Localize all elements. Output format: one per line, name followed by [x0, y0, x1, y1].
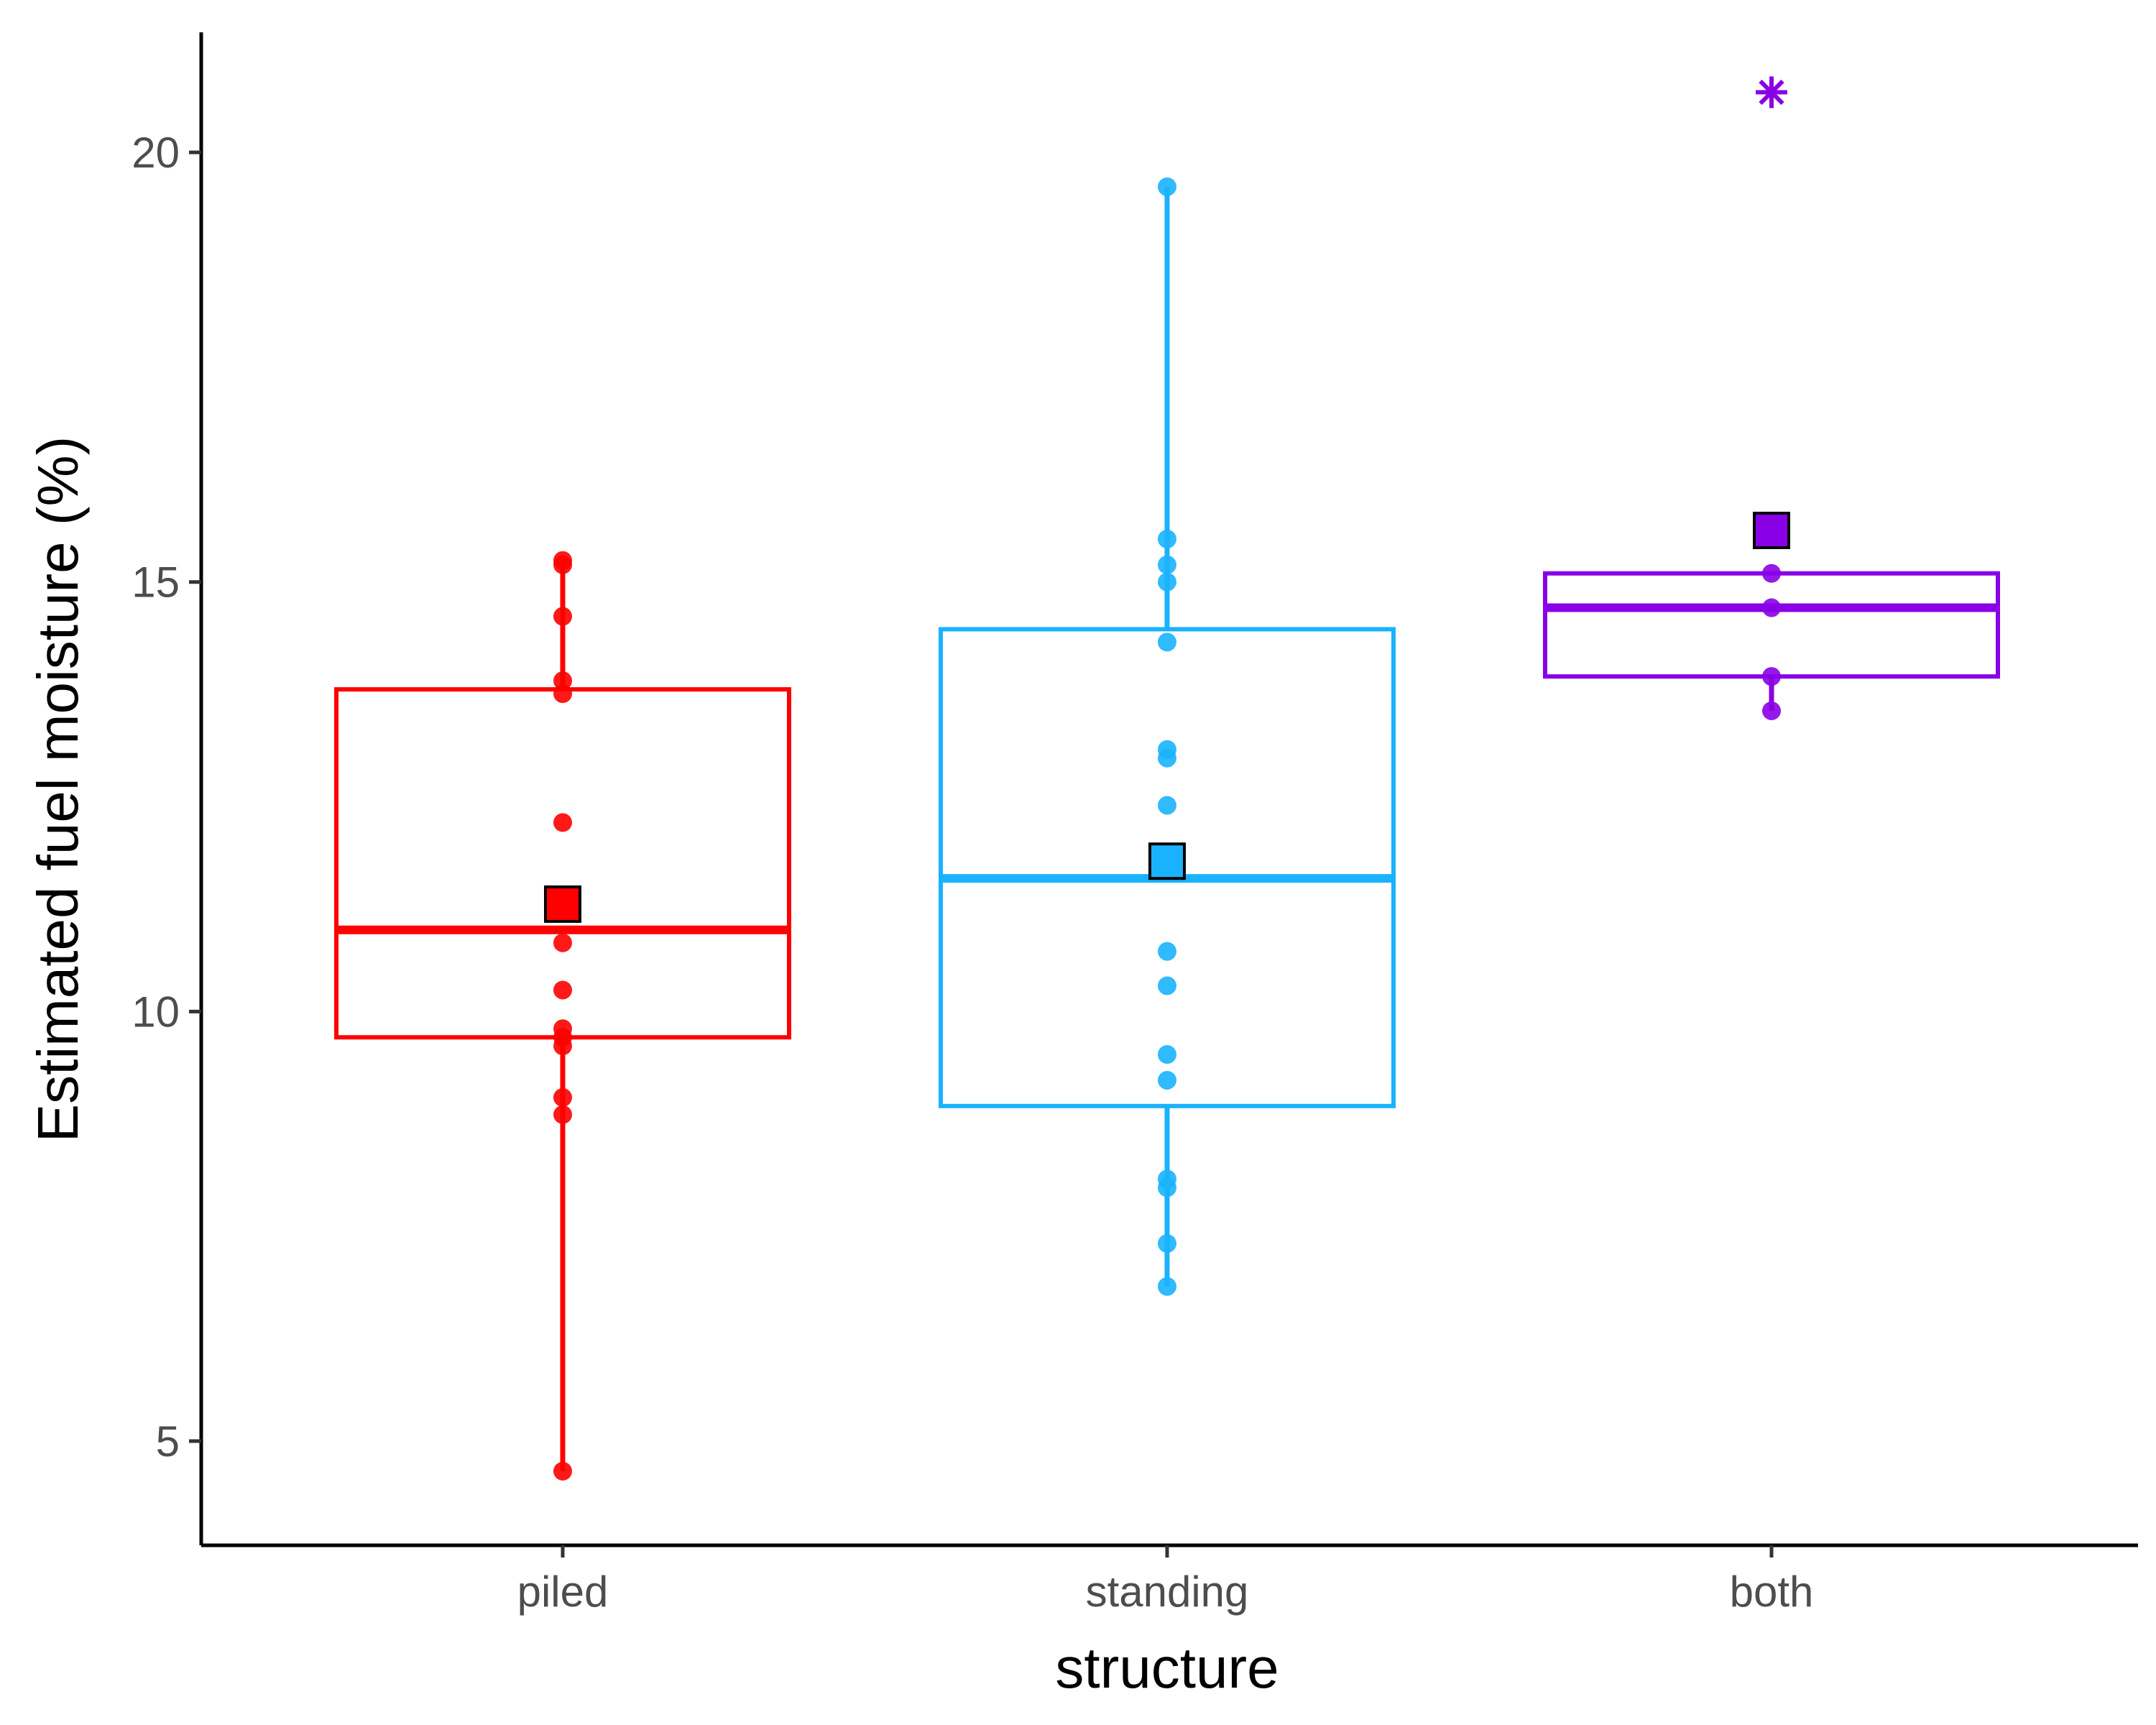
data-point — [1158, 555, 1176, 574]
y-tick-label: 5 — [156, 1417, 180, 1466]
axes — [199, 32, 2138, 1547]
data-point — [1762, 564, 1781, 583]
data-point — [553, 671, 572, 691]
x-tick-label: standing — [1086, 1568, 1249, 1616]
data-point — [1158, 740, 1176, 759]
data-point — [553, 1087, 572, 1107]
data-point — [1158, 177, 1176, 196]
x-tick-label: piled — [517, 1568, 609, 1616]
data-point — [1158, 529, 1176, 548]
data-point — [553, 813, 572, 832]
data-point — [1762, 598, 1781, 617]
data-point — [1158, 1169, 1176, 1189]
data-point — [1158, 796, 1176, 815]
data-point — [1158, 572, 1176, 592]
y-axis-title: Estimated fuel moisture (%) — [26, 436, 90, 1143]
data-point — [553, 684, 572, 704]
y-tick-label: 15 — [132, 558, 180, 607]
data-point — [1762, 667, 1781, 686]
data-point — [553, 1019, 572, 1039]
box-group-standing — [939, 177, 1396, 1296]
mean-marker — [1148, 842, 1186, 880]
y-tick-label: 10 — [132, 988, 180, 1036]
outlier-point — [1756, 76, 1787, 109]
data-point — [553, 980, 572, 1000]
ticks: 5 10 15 20 piled standing both — [132, 129, 1813, 1616]
x-tick-label: both — [1730, 1568, 1814, 1616]
data-point — [1158, 1276, 1176, 1296]
data-point — [553, 1105, 572, 1124]
mean-marker — [544, 885, 581, 923]
box-group-both — [1543, 76, 2000, 720]
data-point — [1158, 632, 1176, 652]
y-tick-label: 20 — [132, 129, 180, 177]
data-point — [1158, 1045, 1176, 1064]
data-point — [553, 933, 572, 952]
box-iqr — [1543, 571, 2000, 679]
box-group-piled — [334, 551, 791, 1481]
data-point — [1158, 1234, 1176, 1254]
x-axis-title: structure — [1055, 1636, 1279, 1700]
outlier-stroke — [1759, 79, 1784, 106]
data-point — [1158, 976, 1176, 995]
data-point — [553, 607, 572, 626]
data-point — [1158, 1070, 1176, 1090]
data-point — [553, 1461, 572, 1481]
data-point — [1158, 942, 1176, 961]
data-point — [553, 551, 572, 570]
mean-marker — [1753, 511, 1790, 549]
box-iqr — [939, 627, 1396, 1108]
plot-area — [334, 76, 2000, 1481]
data-point — [1762, 701, 1781, 720]
